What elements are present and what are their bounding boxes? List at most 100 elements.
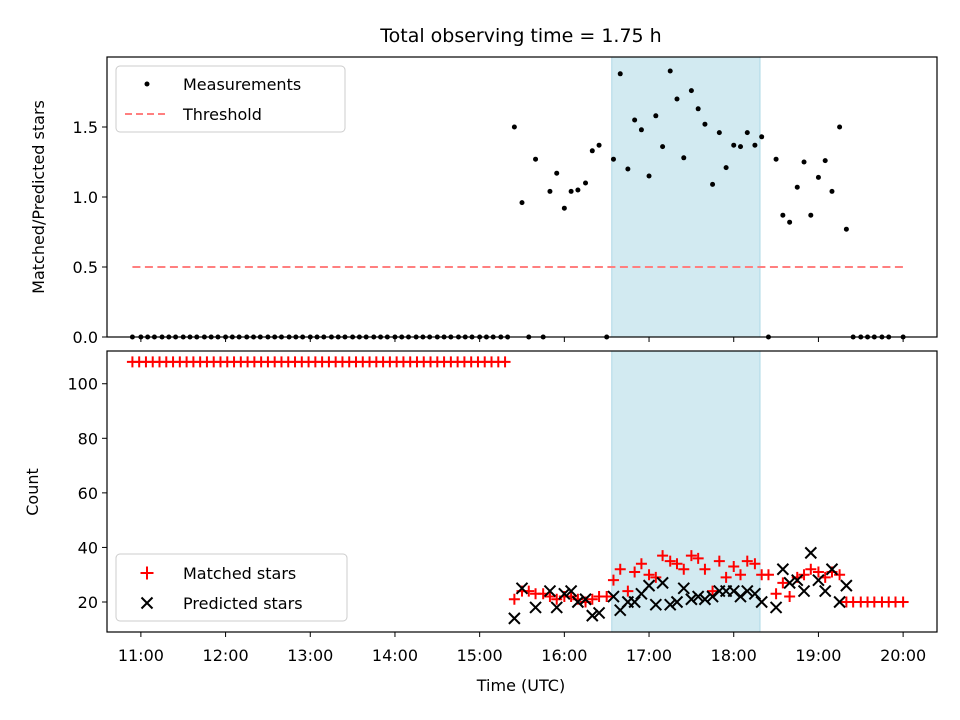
matched-star-point	[770, 588, 782, 600]
y-tick-label: 100	[67, 375, 98, 394]
measurement-point	[744, 130, 750, 136]
measurement-point	[653, 113, 659, 119]
matched-star-point	[601, 591, 613, 603]
predicted-star-point	[586, 609, 599, 622]
x-tick-label: 14:00	[372, 646, 418, 665]
matched-star-point	[713, 555, 725, 567]
predicted-star-point	[607, 590, 620, 603]
y-tick-label: 20	[78, 593, 98, 612]
x-tick-label: 16:00	[541, 646, 587, 665]
measurement-point	[794, 184, 800, 190]
measurement-point	[829, 188, 835, 194]
x-tick-label: 20:00	[880, 646, 926, 665]
x-tick-label: 12:00	[203, 646, 249, 665]
matched-star-point	[728, 561, 740, 573]
measurement-point	[787, 219, 793, 225]
measurement-point	[801, 159, 807, 165]
predicted-star-point	[564, 584, 578, 598]
y-tick-label: 60	[78, 484, 98, 503]
matched-star-point	[607, 574, 619, 586]
x-tick-label: 17:00	[626, 646, 672, 665]
measurement-point	[773, 156, 779, 162]
bottom-plot-frame	[106, 350, 938, 633]
predicted-star-point	[642, 579, 656, 592]
measurement-point	[752, 142, 758, 148]
matched-star-point	[664, 555, 676, 567]
measurement-point	[815, 174, 821, 180]
matched-star-point	[614, 563, 626, 575]
predicted-star-point	[755, 595, 768, 609]
predicted-star-point	[833, 595, 846, 609]
measurement-point	[837, 124, 843, 130]
predicted-star-point	[776, 563, 790, 576]
measurement-point	[660, 144, 666, 150]
measurement-point	[625, 166, 631, 172]
measurement-point	[568, 188, 574, 194]
measurement-point	[596, 142, 602, 148]
matched-star-point	[897, 596, 909, 608]
measurement-point	[716, 130, 722, 136]
measurement-point	[610, 156, 616, 162]
measurement-point	[780, 212, 786, 218]
matched-star-point	[707, 585, 719, 597]
predicted-star-point	[825, 563, 839, 576]
predicted-star-point	[649, 598, 663, 611]
y-tick-label: 80	[78, 429, 98, 448]
measurement-point	[638, 127, 644, 133]
bottom-y-axis-label: Count	[23, 468, 42, 516]
measurement-point	[547, 188, 553, 194]
matched-star-point	[671, 558, 683, 570]
measurement-point	[808, 212, 814, 218]
matched-star-point	[805, 563, 817, 575]
top-legend-box	[115, 65, 346, 133]
predicted-star-point	[812, 573, 825, 587]
legend-predicted-marker	[140, 596, 154, 610]
matched-star-point	[685, 550, 697, 562]
measurement-point	[533, 156, 539, 162]
x-tick-label: 19:00	[795, 646, 841, 665]
matched-star-point	[749, 558, 761, 570]
matched-star-point	[735, 569, 747, 581]
legend-predicted-label: Predicted stars	[183, 594, 303, 613]
bottom-panel: Count Time (UTC) 20 40 60 80 100 11:00 12:00 13…	[23, 350, 938, 695]
y-tick-label: 1.5	[73, 118, 98, 137]
measurement-point	[589, 148, 595, 154]
measurement-point	[575, 187, 581, 193]
predicted-star-point	[592, 606, 606, 620]
legend-threshold-label: Threshold	[182, 105, 262, 124]
predicted-star-point	[656, 576, 669, 590]
x-axis-label: Time (UTC)	[476, 676, 565, 695]
predicted-star-point	[571, 595, 585, 609]
y-tick-label: 0.5	[73, 258, 98, 277]
predicted-star-point	[558, 587, 571, 601]
bottom-legend-box	[115, 553, 348, 622]
predicted-star-point	[677, 582, 690, 595]
measurement-point	[688, 88, 694, 94]
x-tick-label: 15:00	[457, 646, 503, 665]
predicted-star-point	[698, 593, 712, 606]
matched-star-point	[678, 563, 690, 575]
measurement-point	[583, 180, 589, 186]
measurement-point	[710, 181, 716, 187]
matched-star-point	[741, 555, 753, 567]
matched-star-point	[657, 550, 669, 562]
predicted-star-point	[741, 584, 754, 598]
predicted-star-point	[685, 593, 698, 606]
measurement-point	[738, 144, 744, 150]
matched-star-point	[635, 558, 647, 570]
measurement-point	[646, 173, 652, 179]
measurement-point	[681, 155, 687, 161]
predicted-star-point	[818, 584, 832, 598]
measurement-point	[843, 226, 849, 232]
matched-star-point	[834, 569, 846, 581]
matched-star-point	[629, 566, 641, 578]
predicted-star-point	[515, 582, 529, 595]
matched-star-point	[499, 356, 511, 368]
legend-matched-marker	[140, 566, 154, 580]
predicted-star-point	[550, 601, 563, 614]
x-tick-label: 13:00	[287, 646, 333, 665]
measurement-point	[617, 71, 623, 77]
y-tick-label: 40	[78, 538, 98, 557]
matched-star-point	[508, 593, 520, 605]
